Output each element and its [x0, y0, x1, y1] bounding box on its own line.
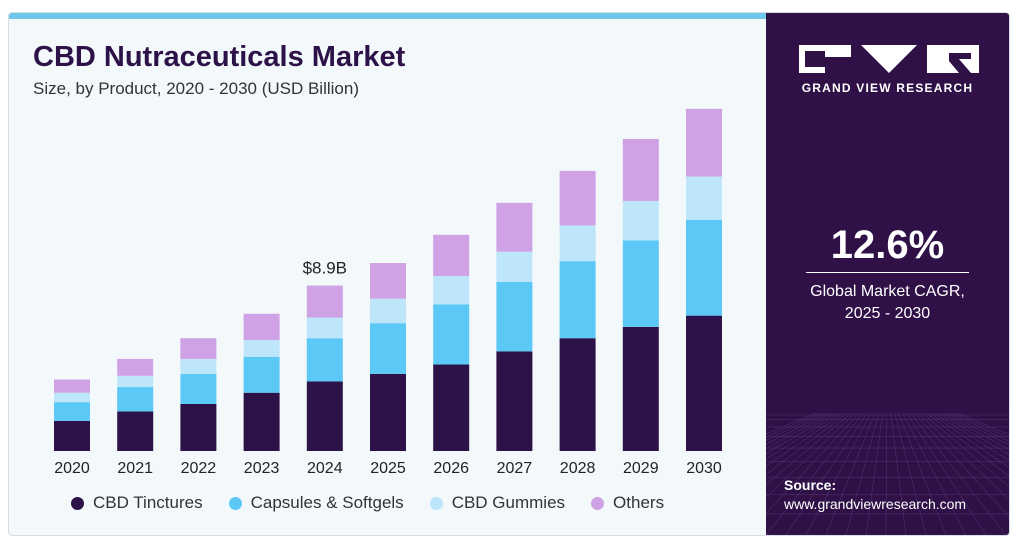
chart-subtitle: Size, by Product, 2020 - 2030 (USD Billi… [33, 79, 359, 98]
x-tick-label: 2028 [560, 460, 596, 477]
brand-sidebar: GRAND VIEW RESEARCH 12.6% Global Market … [766, 13, 1009, 535]
x-tick-label: 2026 [433, 460, 469, 477]
bar-segment-2022-1 [180, 373, 217, 404]
chart-legend: CBD Tinctures Capsules & Softgels CBD Gumm… [71, 493, 690, 513]
bar-segment-2030-2 [686, 176, 722, 220]
bar-segment-2027-3 [496, 202, 533, 252]
bar-segment-2026-1 [433, 304, 470, 365]
bar-segment-2024-3 [306, 285, 343, 318]
bar-segment-2028-1 [559, 261, 596, 339]
bar-segment-2020-2 [54, 392, 90, 403]
x-tick-label: 2020 [54, 460, 90, 477]
legend-swatch [429, 496, 443, 510]
bar-segment-2024-2 [306, 317, 343, 339]
legend-item: CBD Tinctures [71, 493, 203, 513]
source-url[interactable]: www.grandviewresearch.com [784, 496, 967, 512]
cagr-label-line1: Global Market CAGR, [810, 283, 965, 300]
legend-swatch [591, 496, 605, 510]
bar-segment-2021-0 [117, 411, 154, 451]
bar-segment-2021-2 [117, 375, 154, 388]
legend-label: Capsules & Softgels [250, 493, 404, 512]
cagr-divider [806, 272, 969, 273]
bar-segment-2028-3 [559, 170, 596, 226]
cagr-label: Global Market CAGR, 2025 - 2030 [766, 281, 1009, 325]
bar-segment-2022-3 [180, 338, 217, 359]
bar-segment-2027-1 [496, 281, 533, 352]
bar-segment-2026-0 [433, 364, 470, 451]
legend-item: Capsules & Softgels [228, 493, 404, 513]
bar-segment-2025-1 [370, 323, 406, 374]
bar-segment-2030-3 [686, 108, 722, 177]
bar-segment-2027-2 [496, 251, 533, 282]
bar-segment-2024-0 [306, 381, 343, 451]
infographic-card: CBD Nutraceuticals Market Size, by Produ… [8, 12, 1010, 536]
bar-segment-2025-2 [370, 298, 406, 324]
bar-segment-2022-2 [180, 358, 217, 374]
data-label: $8.9B [303, 259, 347, 278]
x-tick-label: 2022 [181, 460, 217, 477]
brand-name: GRAND VIEW RESEARCH [801, 81, 974, 95]
bar-segment-2022-0 [180, 404, 217, 451]
legend-label: CBD Gummies [451, 493, 566, 512]
bar-segment-2026-3 [433, 234, 470, 277]
bar-segment-2029-1 [622, 240, 659, 327]
bar-segment-2023-2 [243, 340, 280, 357]
x-tick-label: 2029 [623, 460, 659, 477]
bar-segment-2020-0 [54, 420, 90, 451]
accent-bar [9, 13, 766, 19]
x-tick-label: 2030 [686, 460, 722, 477]
x-tick-label: 2024 [307, 460, 343, 477]
bar-segment-2025-3 [370, 263, 406, 299]
bar-segment-2030-1 [686, 219, 722, 316]
bar-segment-2023-0 [243, 392, 280, 451]
legend-item: Others [591, 493, 664, 513]
bar-segment-2024-1 [306, 338, 343, 382]
x-tick-label: 2027 [497, 460, 533, 477]
legend-swatch [71, 496, 84, 510]
bar-segment-2026-2 [433, 276, 470, 305]
bar-segment-2027-0 [496, 351, 533, 451]
legend-swatch [228, 496, 242, 510]
bar-segment-2028-2 [559, 225, 596, 262]
source-label: Source: [784, 477, 837, 493]
grand-view-research-logo [799, 45, 979, 73]
cagr-value: 12.6% [830, 223, 945, 267]
x-tick-label: 2025 [370, 460, 406, 477]
bar-segment-2029-0 [622, 326, 659, 451]
bar-segment-2025-0 [370, 373, 406, 451]
bar-segment-2029-3 [622, 138, 659, 201]
bar-segment-2020-1 [54, 402, 90, 421]
bar-segment-2023-1 [243, 357, 280, 393]
x-tick-label: 2023 [244, 460, 280, 477]
bar-segment-2028-0 [559, 338, 596, 451]
bar-segment-2030-0 [686, 315, 722, 451]
chart-panel: CBD Nutraceuticals Market Size, by Produ… [9, 13, 766, 535]
bar-segment-2020-3 [54, 379, 90, 393]
decorative-grid-graphic [766, 413, 1009, 535]
bar-segment-2021-1 [117, 387, 154, 412]
bar-segment-2021-3 [117, 358, 154, 376]
legend-label: CBD Tinctures [93, 493, 203, 512]
chart-title: CBD Nutraceuticals Market [33, 41, 406, 73]
cagr-label-line2: 2025 - 2030 [844, 305, 931, 322]
legend-item: CBD Gummies [429, 493, 566, 513]
x-tick-label: 2021 [117, 460, 153, 477]
bar-segment-2029-2 [622, 200, 659, 241]
stacked-bar-chart: 2020 2021 2022 2023 2024 $8.9B 2025 2026 2027 202… [54, 108, 722, 477]
legend-label: Others [613, 493, 665, 512]
bar-segment-2023-3 [243, 313, 280, 341]
